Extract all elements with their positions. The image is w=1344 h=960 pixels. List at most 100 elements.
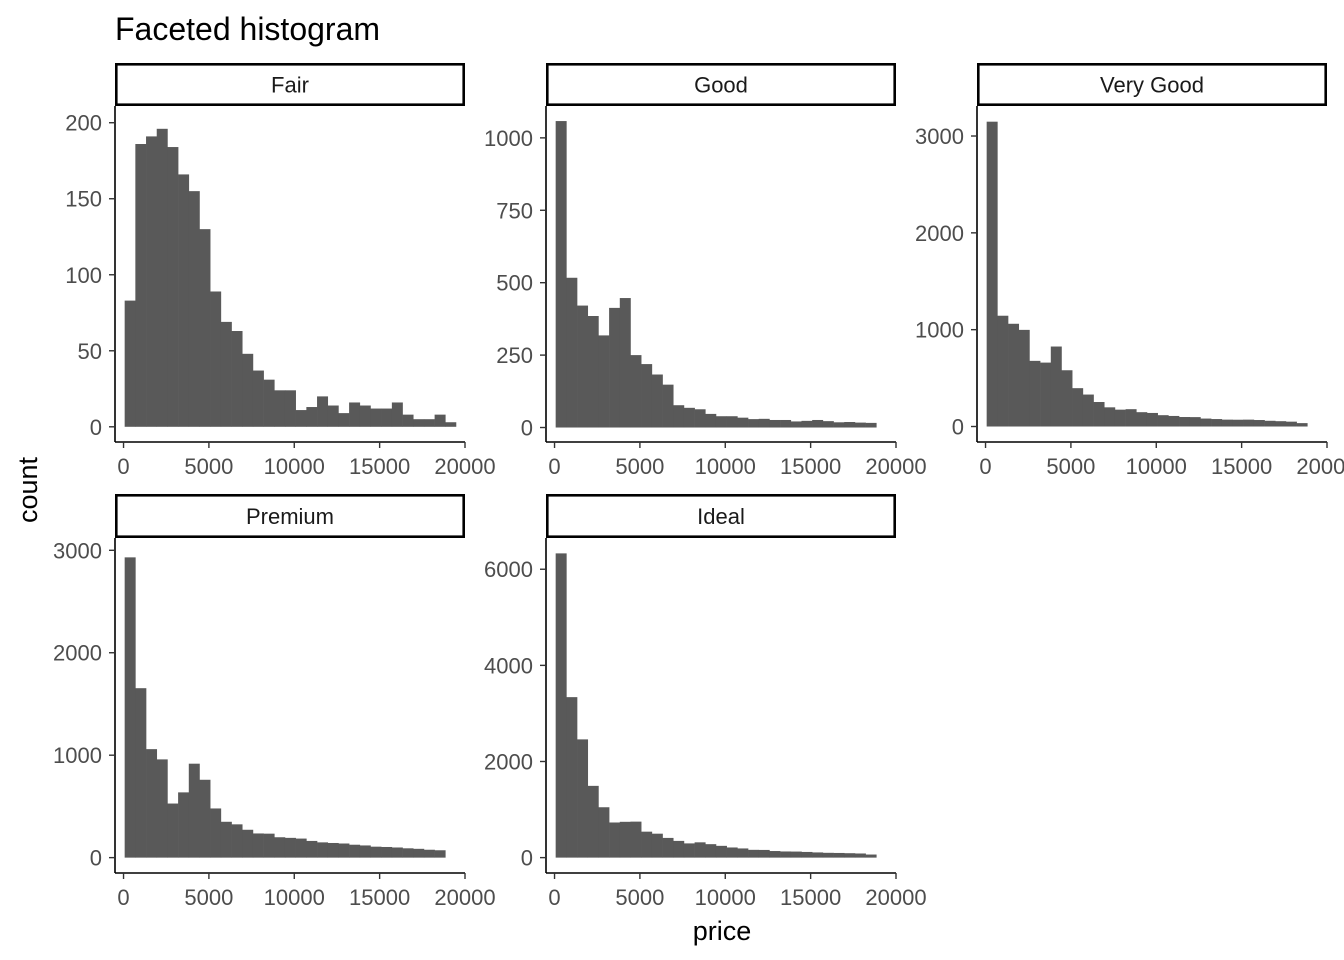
histogram-bar <box>381 408 393 427</box>
histogram-bar <box>705 413 717 428</box>
x-tick-label: 5000 <box>184 454 233 479</box>
histogram-bar <box>306 407 318 427</box>
facet-strip <box>545 493 896 538</box>
histogram-bar <box>1221 419 1233 427</box>
histogram-bar <box>1029 360 1041 427</box>
histogram-bar <box>167 147 179 427</box>
x-tick-label: 10000 <box>1126 454 1187 479</box>
x-tick-label: 15000 <box>349 454 410 479</box>
histogram-bar <box>705 844 717 858</box>
histogram-bar <box>801 420 813 428</box>
histogram-bar <box>1040 362 1052 427</box>
histogram-bar <box>445 422 457 427</box>
histogram-bar <box>263 833 275 858</box>
histogram-bar <box>748 419 760 428</box>
histogram-bar <box>317 396 329 427</box>
histogram-bar <box>274 837 286 858</box>
histogram-bar <box>124 557 136 858</box>
histogram-bar <box>188 191 200 427</box>
histogram-bar <box>156 759 168 858</box>
histogram-bar <box>402 414 414 427</box>
histogram-bar <box>865 854 877 858</box>
histogram-bar <box>758 849 770 858</box>
facet-strip-label: Ideal <box>697 504 745 529</box>
facet-strip <box>115 63 465 107</box>
histogram-bar <box>1146 412 1158 427</box>
y-axis-title: count <box>13 456 43 523</box>
x-tick-label: 5000 <box>615 885 664 910</box>
histogram-bar <box>391 847 403 858</box>
x-tick-label: 5000 <box>184 885 233 910</box>
histogram-bar <box>263 379 275 427</box>
y-tick-label: 0 <box>521 416 533 441</box>
histogram-bar <box>651 374 663 428</box>
histogram-bar <box>577 739 589 858</box>
facet-strip-label: Very Good <box>1100 73 1204 98</box>
histogram-bar <box>630 355 642 428</box>
histogram-bar <box>135 144 147 427</box>
x-tick-label: 15000 <box>780 454 841 479</box>
histogram-bar <box>1296 423 1308 427</box>
histogram-bar <box>1136 412 1148 427</box>
histogram-bar <box>413 419 425 427</box>
y-tick-label: 2000 <box>915 221 964 246</box>
histogram-bar <box>769 419 781 428</box>
histogram-bar <box>673 405 685 428</box>
histogram-bar <box>726 416 738 428</box>
y-tick-label: 200 <box>65 111 102 136</box>
histogram-bar <box>780 419 792 428</box>
histogram-bar <box>854 422 866 428</box>
x-tick-label: 20000 <box>865 885 926 910</box>
y-tick-label: 750 <box>496 198 533 223</box>
histogram-bar <box>349 402 361 427</box>
histogram-bar <box>609 307 621 428</box>
x-tick-label: 0 <box>548 885 560 910</box>
y-tick-label: 0 <box>952 415 964 440</box>
histogram-bar <box>1061 370 1073 427</box>
facet-strip-label: Good <box>694 73 748 98</box>
histogram-bar <box>242 353 254 427</box>
histogram-bar <box>822 421 834 428</box>
histogram-bar <box>220 321 232 427</box>
histogram-bar <box>156 128 168 427</box>
x-tick-label: 10000 <box>264 885 325 910</box>
x-tick-label: 15000 <box>1211 454 1272 479</box>
histogram-bar <box>673 840 685 858</box>
histogram-bar <box>566 277 578 428</box>
histogram-bar <box>587 785 599 858</box>
histogram-bar <box>1008 323 1020 427</box>
histogram-bar <box>833 852 845 858</box>
histogram-bar <box>555 121 567 428</box>
histogram-bar <box>630 821 642 858</box>
facet-panel: Fair 0 50 100 150 200 0 5000 10000 15000 20000 <box>65 63 496 479</box>
histogram-bar <box>598 335 610 428</box>
histogram-bar <box>370 408 382 427</box>
histogram-bar <box>124 300 136 427</box>
histogram-bar <box>359 405 371 427</box>
x-tick-label: 20000 <box>1296 454 1344 479</box>
histogram-bar <box>833 422 845 428</box>
histogram-bar <box>1082 394 1094 427</box>
histogram-bar <box>423 849 435 858</box>
histogram-bar <box>434 850 446 858</box>
histogram-bar <box>1104 407 1116 427</box>
y-tick-label: 50 <box>78 339 102 364</box>
x-tick-label: 15000 <box>780 885 841 910</box>
histogram-bar <box>338 843 350 858</box>
histogram-bar <box>1275 421 1287 427</box>
histogram-bar <box>598 807 610 858</box>
histogram-bar <box>274 390 286 427</box>
y-tick-label: 0 <box>90 846 102 871</box>
histogram-bar <box>986 121 998 427</box>
histogram-bar <box>822 852 834 858</box>
y-tick-label: 150 <box>65 187 102 212</box>
y-tick-label: 0 <box>90 415 102 440</box>
y-tick-label: 3000 <box>53 538 102 563</box>
y-tick-label: 1000 <box>53 743 102 768</box>
histogram-bar <box>1125 409 1137 427</box>
histogram-bar <box>1179 417 1191 427</box>
histogram-bar <box>1050 346 1062 427</box>
histogram-bar <box>381 846 393 858</box>
histogram-bar <box>199 779 211 858</box>
histogram-bar <box>997 315 1009 427</box>
